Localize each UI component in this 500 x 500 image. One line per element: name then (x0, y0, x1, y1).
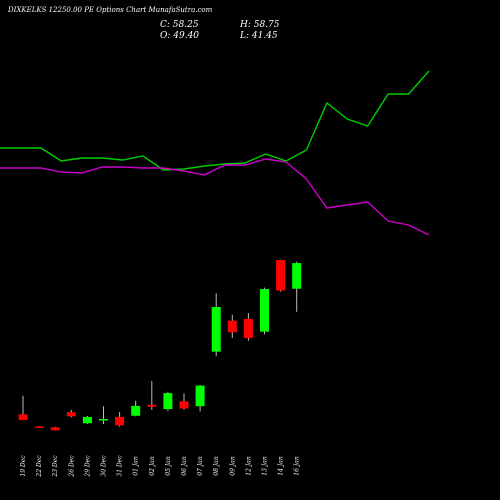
x-tick-label: 16 Jan (294, 456, 301, 476)
x-tick-label: 06 Jan (181, 456, 188, 476)
x-tick-label: 31 Dec (117, 455, 124, 477)
candle-body (131, 405, 141, 416)
lower-indicator-line (0, 158, 430, 236)
candle-body (115, 416, 125, 426)
upper-indicator-line (0, 70, 430, 171)
close-value: C: 58.25 (160, 20, 199, 30)
x-tick-label: 09 Jan (229, 456, 236, 476)
low-value: L: 41.45 (240, 31, 278, 41)
open-value: O: 49.40 (160, 31, 200, 41)
candle-body (99, 418, 108, 421)
candle-body (276, 260, 286, 291)
candle-body (34, 426, 44, 428)
x-tick-label: 13 Jan (262, 456, 269, 476)
x-tick-label: 22 Dec (36, 455, 43, 478)
candle-body (243, 318, 253, 339)
x-tick-label: 07 Jan (197, 456, 204, 476)
candle-body (195, 385, 205, 407)
candle-body (227, 320, 237, 333)
candle-body (147, 404, 157, 407)
high-value: H: 58.75 (240, 20, 280, 30)
chart-title: DIXKELKS 12250.00 PE Options Chart Munaf… (8, 6, 213, 14)
candle-body (18, 414, 28, 421)
x-tick-label: 14 Jan (278, 456, 285, 476)
x-tick-label: 02 Jan (149, 456, 156, 476)
x-tick-label: 05 Jan (165, 456, 172, 476)
x-tick-label: 12 Jan (245, 456, 252, 476)
x-tick-label: 19 Dec (20, 455, 27, 477)
x-tick-label: 30 Dec (101, 455, 108, 477)
x-tick-label: 08 Jan (213, 456, 220, 476)
candle-body (260, 289, 269, 332)
candle-body (179, 401, 189, 409)
candle-body (163, 393, 173, 410)
candle-body (82, 416, 92, 424)
x-tick-label: 29 Dec (84, 455, 91, 478)
candle-body (292, 263, 302, 289)
x-tick-label: 01 Jan (133, 456, 140, 476)
x-tick-label: 26 Dec (68, 455, 75, 478)
x-tick-label: 23 Dec (52, 455, 59, 478)
candle-body (211, 307, 221, 352)
candle-body (66, 412, 76, 417)
candle-body (50, 427, 60, 431)
